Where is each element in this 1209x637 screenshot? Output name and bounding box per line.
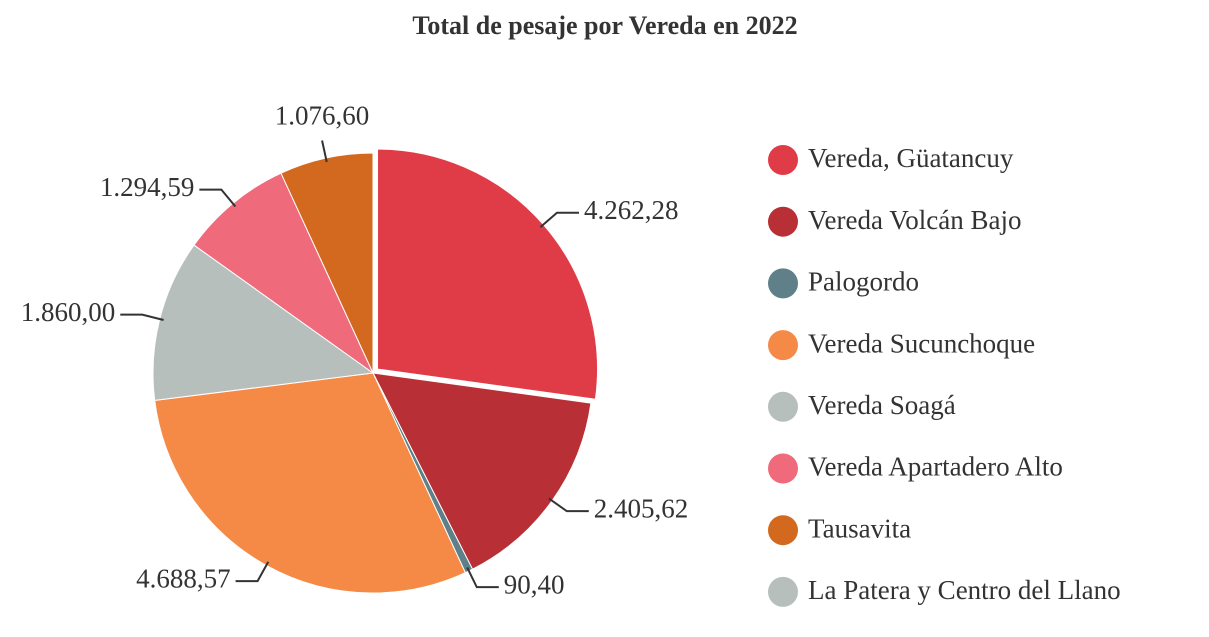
legend-label: Vereda, Güatancuy [808,143,1014,173]
data-label: 4.688,57 [136,563,231,593]
legend-marker [768,453,798,484]
pie-slice [377,148,598,400]
data-label: 1.860,00 [21,297,116,327]
leader-line [235,561,270,583]
chart-title: Total de pesaje por Vereda en 2022 [412,11,797,40]
legend-marker [768,145,798,175]
legend-marker [768,206,798,237]
leader-line [120,313,164,321]
legend-label: Palogordo [808,267,919,297]
legend-marker [768,515,798,546]
data-label: 4.262,28 [584,195,679,225]
legend-label: Vereda Sucunchoque [808,328,1035,358]
data-label: 1.294,59 [100,172,195,202]
leader-line [321,140,328,163]
data-label: 1.076,60 [275,100,370,130]
legend-marker [768,268,798,299]
legend-marker [768,391,798,422]
leader-line [466,566,499,589]
legend-label: La Patera y Centro del Llano [808,575,1121,605]
legend-marker [768,330,798,361]
legend-label: Vereda Apartadero Alto [808,452,1063,482]
legend-marker [768,576,798,607]
legend-label: Vereda Soagá [808,390,956,420]
data-label: 90,40 [504,569,565,599]
leader-line [199,188,237,208]
legend-label: Vereda Volcán Bajo [808,205,1021,235]
data-label: 2.405,62 [594,493,689,523]
leader-line [539,211,579,228]
legend-label: Tausavita [808,513,911,543]
leader-line [548,497,589,513]
